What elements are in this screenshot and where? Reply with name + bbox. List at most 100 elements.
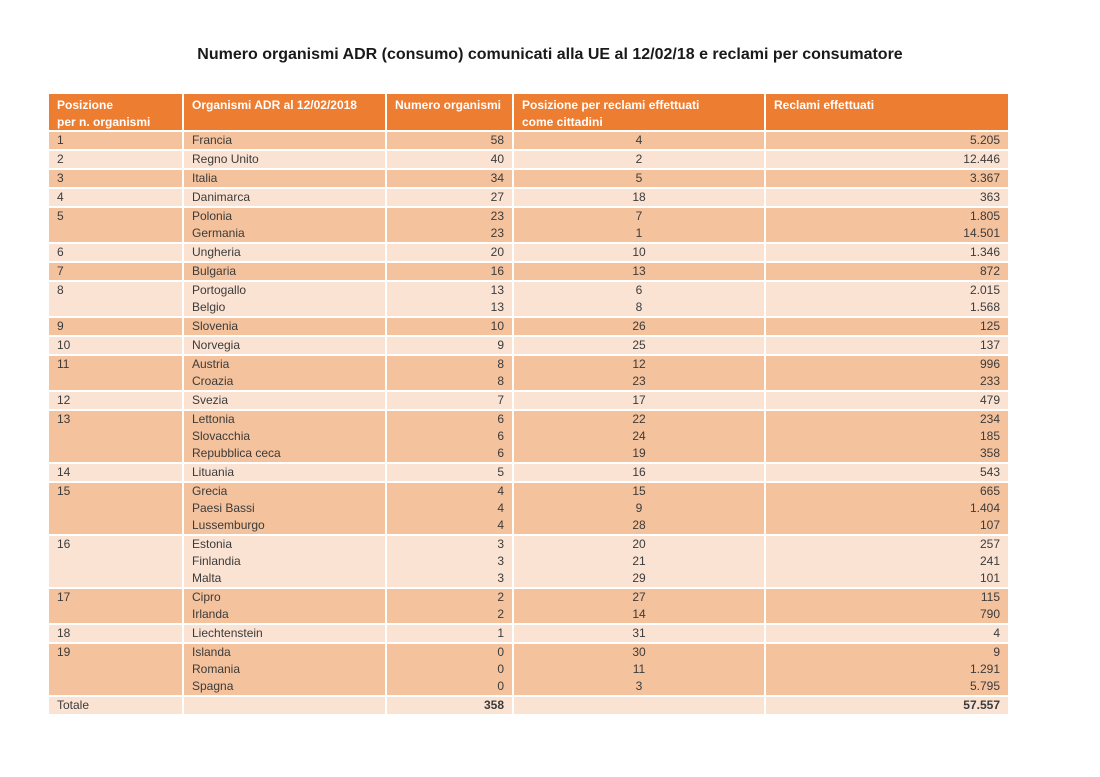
table-row: 7 Bulgaria 16 13 872 [47, 261, 1010, 282]
cell-line: 6 [497, 429, 504, 443]
cell-reclami-effettuati: 12.446 [764, 149, 1010, 170]
cell-line: 10 [57, 338, 71, 352]
cell-reclami-effettuati: 257 241 101 [764, 534, 1010, 589]
cell-paese: Italia [182, 168, 387, 189]
cell-line: 1.568 [969, 300, 1000, 314]
cell-numero-organismi: 13 13 [385, 280, 514, 318]
cell-line: 28 [632, 518, 646, 532]
cell-paese: Slovenia [182, 316, 387, 337]
cell-line: 13 [490, 283, 504, 297]
cell-line: 137 [979, 338, 1000, 352]
cell-line: 5 [497, 465, 504, 479]
cell-total-label: Totale [47, 695, 184, 716]
cell-posizione-reclami: 2 [512, 149, 766, 170]
cell-line: Bulgaria [192, 264, 237, 278]
cell-line: 11 [632, 662, 646, 676]
cell-numero-organismi: 27 [385, 187, 514, 208]
cell-numero-organismi: 40 [385, 149, 514, 170]
cell-line: 5.795 [969, 679, 1000, 693]
cell-line: 0 [497, 662, 504, 676]
cell-line: 17 [632, 393, 646, 407]
cell-reclami-effettuati: 137 [764, 335, 1010, 356]
cell-line: Lituania [192, 465, 235, 479]
column-header-label: per n. organismi [57, 115, 151, 129]
cell-posizione: 12 [47, 390, 184, 411]
column-header-label: come cittadini [522, 115, 603, 129]
cell-line: 4 [497, 518, 504, 532]
cell-posizione: 9 [47, 316, 184, 337]
cell-posizione-reclami: 17 [512, 390, 766, 411]
cell-line: 9 [635, 501, 643, 515]
table-row: 5 Polonia Germania 23 23 7 1 1.805 14.501 [47, 206, 1010, 244]
column-header-posizione: Posizione per n. organismi [47, 92, 184, 132]
column-header-numero-organismi: Numero organismi [385, 92, 514, 132]
cell-posizione: 14 [47, 462, 184, 483]
cell-line: 22 [632, 412, 646, 426]
cell-line: 13 [490, 300, 504, 314]
cell-line: 1 [635, 226, 643, 240]
cell-line: 9 [497, 338, 504, 352]
cell-line: 1.291 [969, 662, 1000, 676]
cell-line: 479 [979, 393, 1000, 407]
cell-line: 29 [632, 571, 646, 585]
cell-line: 363 [979, 190, 1000, 204]
cell-line: 17 [57, 590, 71, 604]
cell-reclami-effettuati: 4 [764, 623, 1010, 644]
cell-line: Liechtenstein [192, 626, 263, 640]
cell-line: 3 [497, 537, 504, 551]
cell-reclami-effettuati: 3.367 [764, 168, 1010, 189]
cell-line: 2 [57, 152, 64, 166]
cell-reclami-effettuati: 1.805 14.501 [764, 206, 1010, 244]
cell-posizione-reclami: 16 [512, 462, 766, 483]
cell-line: 4 [57, 190, 64, 204]
cell-posizione-reclami: 15 9 28 [512, 481, 766, 536]
cell-paese: Cipro Irlanda [182, 587, 387, 625]
column-header-label: Numero organismi [395, 98, 502, 112]
cell-posizione-reclami: 27 14 [512, 587, 766, 625]
cell-line [514, 697, 764, 714]
table-row: 8 Portogallo Belgio 13 13 6 8 2.015 1.568 [47, 280, 1010, 318]
cell-numero-organismi: 23 23 [385, 206, 514, 244]
cell-paese: Francia [182, 130, 387, 151]
cell-paese: Lettonia Slovacchia Repubblica ceca [182, 409, 387, 464]
table-row: 9 Slovenia 10 26 125 [47, 316, 1010, 337]
cell-posizione: 7 [47, 261, 184, 282]
cell-posizione: 4 [47, 187, 184, 208]
cell-line: 8 [497, 374, 504, 388]
cell-line: 115 [980, 590, 1000, 604]
cell-line: 40 [490, 152, 504, 166]
cell-posizione-reclami: 10 [512, 242, 766, 263]
cell-posizione: 8 [47, 280, 184, 318]
cell-paese: Norvegia [182, 335, 387, 356]
table-row: 1 Francia 58 4 5.205 [47, 130, 1010, 151]
cell-paese: Svezia [182, 390, 387, 411]
cell-line: 16 [57, 537, 71, 551]
cell-posizione: 19 [47, 642, 184, 697]
cell-line: 20 [490, 245, 504, 259]
cell-posizione: 18 [47, 623, 184, 644]
cell-line: 233 [979, 374, 1000, 388]
cell-line: Malta [192, 571, 222, 585]
cell-line: 2 [635, 152, 643, 166]
cell-reclami-effettuati: 1.346 [764, 242, 1010, 263]
cell-line: 2 [497, 590, 504, 604]
cell-line: 2.015 [969, 283, 1000, 297]
cell-line: 31 [632, 626, 646, 640]
cell-reclami-effettuati: 9 1.291 5.795 [764, 642, 1010, 697]
cell-line: 3 [57, 171, 64, 185]
cell-posizione-reclami: 13 [512, 261, 766, 282]
cell-line: Ungheria [192, 245, 241, 259]
cell-posizione-reclami: 26 [512, 316, 766, 337]
cell-line: 16 [490, 264, 504, 278]
cell-line: 30 [632, 645, 646, 659]
cell-line: 234 [979, 412, 1000, 426]
cell-total-reclami-effettuati: 57.557 [764, 695, 1010, 716]
cell-line: 15 [57, 484, 71, 498]
cell-posizione-reclami: 22 24 19 [512, 409, 766, 464]
cell-reclami-effettuati: 665 1.404 107 [764, 481, 1010, 536]
cell-posizione-reclami: 18 [512, 187, 766, 208]
cell-line: 27 [632, 590, 646, 604]
